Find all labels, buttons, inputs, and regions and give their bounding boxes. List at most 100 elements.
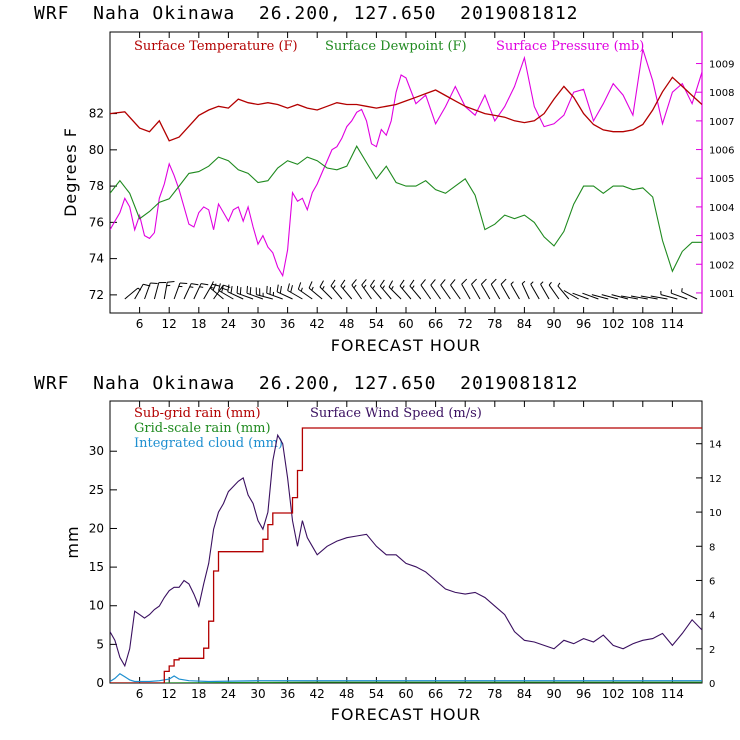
- bottom-x-tick-label: 12: [162, 687, 177, 701]
- top-y-axis-label: Degrees F: [61, 127, 80, 217]
- legend-gridscale-rain: Grid-scale rain (mm): [134, 421, 271, 436]
- top-y2-tick-label: 1009: [709, 60, 734, 71]
- wind-barb: [480, 278, 491, 300]
- top-x-tick-label: 54: [369, 317, 384, 331]
- temperature-panel: WRF Naha Okinawa 26.200, 127.650 2019081…: [34, 3, 734, 355]
- top-x-tick-label: 6: [136, 317, 144, 331]
- wind-barb: [461, 278, 471, 300]
- top-x-tick-label: 60: [398, 317, 413, 331]
- wind-barb: [340, 279, 353, 300]
- bottom-y2-tick-label: 8: [709, 542, 715, 553]
- top-x-axis-label: FORECAST HOUR: [331, 336, 482, 355]
- legend-subgrid-rain: Sub-grid rain (mm): [134, 406, 261, 421]
- wind-barb: [430, 279, 441, 300]
- bottom-x-tick-label: 18: [191, 687, 206, 701]
- bottom-y-ticks: 0 5 10 15 20 25 30: [89, 444, 117, 690]
- bottom-x-tick-label: 24: [221, 687, 236, 701]
- wind-barb: [640, 295, 658, 300]
- bottom-y2-tick-label: 10: [709, 508, 722, 519]
- bottom-x-tick-label: 114: [661, 687, 684, 701]
- bottom-x-tick-label: 84: [517, 687, 532, 701]
- wind-barb: [500, 278, 511, 300]
- wind-barb: [193, 283, 209, 300]
- wind-barb: [351, 279, 363, 300]
- bottom-x-tick-label: 66: [428, 687, 443, 701]
- wind-barb: [409, 279, 422, 300]
- top-y2-tick-label: 1003: [709, 232, 734, 243]
- series-surface-dewpoint: [110, 145, 702, 273]
- wind-barb: [297, 282, 313, 300]
- wind-barb: [601, 294, 619, 300]
- bottom-x-tick-label: 36: [280, 687, 295, 701]
- wind-barb: [287, 283, 303, 300]
- top-x-tick-label: 78: [487, 317, 502, 331]
- top-x-tick-label: 102: [602, 317, 625, 331]
- wind-barb: [124, 287, 142, 300]
- top-x-tick-label: 96: [576, 317, 591, 331]
- bottom-y-tick-label: 0: [96, 676, 104, 690]
- top-y2-tick-label: 1001: [709, 289, 734, 300]
- wind-barb: [144, 282, 158, 300]
- rain-panel: WRF Naha Okinawa 26.200, 127.650 2019081…: [34, 373, 722, 724]
- wind-barb: [621, 295, 638, 300]
- bottom-x-tick-label: 48: [339, 687, 354, 701]
- bottom-y-tick-label: 20: [89, 521, 104, 535]
- wind-barb: [236, 285, 254, 300]
- wind-barb: [361, 279, 372, 300]
- bottom-x-tick-label: 6: [136, 687, 144, 701]
- top-x-tick-label: 84: [517, 317, 532, 331]
- series-surface-temperature: [110, 76, 702, 142]
- wind-barb: [440, 279, 451, 300]
- top-x-tick-label: 18: [191, 317, 206, 331]
- wind-barb: [388, 280, 402, 300]
- top-y-tick-label: 76: [89, 215, 104, 229]
- legend-surface-wind-speed: Surface Wind Speed (m/s): [310, 406, 482, 421]
- bottom-x-tick-label: 78: [487, 687, 502, 701]
- wind-barb: [153, 281, 167, 300]
- wind-barb: [563, 290, 579, 300]
- wind-barb: [591, 294, 609, 300]
- wind-barb: [490, 278, 501, 300]
- bottom-x-tick-label: 54: [369, 687, 384, 701]
- top-x-tick-label: 108: [631, 317, 654, 331]
- bottom-x-tick-label: 30: [250, 687, 265, 701]
- wind-barb: [163, 281, 175, 300]
- wind-barb: [521, 280, 530, 300]
- wind-barb: [369, 279, 382, 300]
- wind-barb: [670, 289, 688, 300]
- top-y-tick-label: 78: [89, 179, 104, 193]
- wind-barb: [540, 281, 550, 300]
- wind-barbs: [124, 278, 698, 300]
- wind-barb: [379, 279, 392, 300]
- wind-barb: [218, 283, 234, 300]
- top-x-tick-label: 66: [428, 317, 443, 331]
- wind-barb: [399, 279, 412, 300]
- bottom-x-tick-label: 42: [310, 687, 325, 701]
- wind-barb: [276, 284, 293, 300]
- wind-barb: [582, 292, 599, 300]
- top-x-tick-label: 48: [339, 317, 354, 331]
- wind-barb: [246, 285, 264, 300]
- top-x-tick-label: 30: [250, 317, 265, 331]
- wind-barb: [471, 278, 481, 300]
- wind-barb: [319, 280, 333, 300]
- top-y2-tick-label: 1007: [709, 117, 734, 128]
- bottom-y2-tick-label: 6: [709, 576, 715, 587]
- bottom-panel-title: WRF Naha Okinawa 26.200, 127.650 2019081…: [34, 373, 579, 394]
- bottom-y-tick-label: 30: [89, 444, 104, 458]
- bottom-y-tick-label: 10: [89, 599, 104, 613]
- bottom-x-axis-label: FORECAST HOUR: [331, 705, 482, 724]
- bottom-y-tick-label: 25: [89, 483, 104, 497]
- bottom-y2-tick-label: 14: [709, 440, 722, 451]
- wind-barb: [227, 284, 244, 300]
- legend-surface-temperature: Surface Temperature (F): [134, 39, 298, 54]
- legend-integrated-cloud: Integrated cloud (mm): [134, 436, 283, 451]
- wind-barb: [611, 294, 629, 300]
- series-gridscale-rain: [110, 681, 702, 683]
- series-surface-pressure: [110, 49, 702, 278]
- series-surface-wind-speed: [110, 433, 702, 668]
- bottom-x-tick-label: 108: [631, 687, 654, 701]
- wind-barb: [308, 281, 323, 300]
